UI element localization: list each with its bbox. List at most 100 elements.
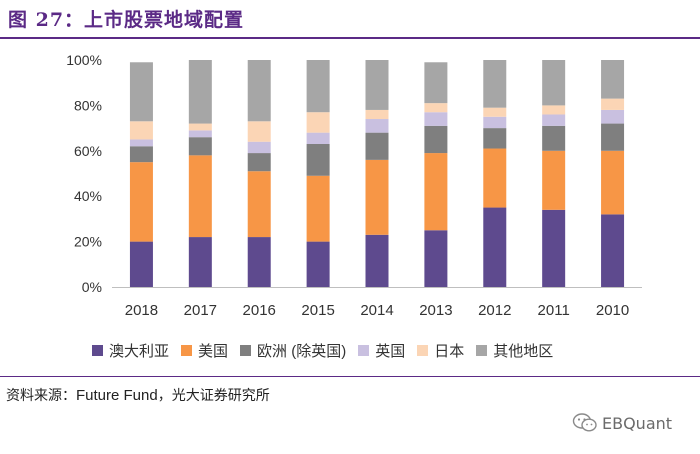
bar-segment-2011-s5 [542, 60, 566, 106]
bar-segment-2017-s0 [188, 237, 212, 287]
x-tick-label: 2017 [184, 302, 217, 319]
legend-item-s0: 澳大利亚 [92, 340, 169, 361]
bar-stack-2016 [247, 60, 271, 287]
legend-label: 美国 [198, 343, 229, 360]
legend-swatch [417, 345, 429, 356]
x-axis: 2018 2017 2016 2015 2014 2013 2012 2011 2010 [112, 287, 642, 319]
bar-segment-2018-s3 [129, 139, 153, 147]
y-tick-label: 0% [82, 279, 102, 295]
legend-swatch [476, 345, 488, 356]
bar-segment-2013-s3 [424, 112, 448, 126]
bar-stack-2018 [129, 62, 153, 287]
bar-segment-2012-s0 [483, 207, 507, 287]
source-label: 资料来源： [6, 388, 76, 404]
bar-segment-2018-s4 [129, 121, 153, 140]
bar-segment-2014-s0 [365, 234, 389, 287]
legend-item-s5: 其他地区 [476, 340, 553, 361]
legend-swatch [92, 345, 103, 356]
bar-segment-2018-s0 [129, 241, 153, 287]
bar-segment-2016-s1 [247, 171, 271, 238]
bar-segment-2016-s0 [247, 237, 271, 287]
figure-title: 图 27：上市股票地域配置 [8, 9, 245, 31]
bar-segment-2010-s5 [601, 60, 625, 99]
bar-segment-2014-s3 [365, 119, 389, 133]
bar-segment-2011-s1 [542, 150, 566, 210]
bar-segment-2010-s3 [601, 109, 625, 124]
bar-stack-2011 [542, 60, 566, 287]
legend-swatch [240, 345, 252, 356]
bar-segment-2016-s3 [247, 141, 271, 154]
watermark: EBQuant [572, 412, 672, 434]
y-tick-label: 80% [74, 97, 102, 113]
bar-stack-2012 [483, 60, 507, 287]
legend-item-s3: 英国 [358, 340, 405, 361]
bar-segment-2014-s2 [365, 132, 389, 160]
source-fund: Future Fund [76, 387, 158, 404]
legend-item-s1: 美国 [181, 340, 228, 361]
source-note: 资料来源：Future Fund，光大证券研究所 [6, 385, 270, 405]
x-tick-label: 2015 [301, 302, 334, 319]
bar-segment-2018-s1 [129, 162, 153, 242]
bar-segment-2013-s5 [424, 62, 448, 104]
bar-segment-2011-s0 [542, 209, 566, 287]
bar-segment-2011-s3 [542, 114, 566, 126]
bar-segment-2013-s0 [424, 230, 448, 287]
bar-segment-2018-s5 [129, 62, 153, 122]
bar-segment-2011-s4 [542, 105, 566, 115]
y-tick-label: 20% [74, 234, 102, 250]
bar-segment-2013-s1 [424, 153, 448, 231]
watermark-text: EBQuant [602, 413, 673, 433]
bar-stack-2017 [188, 60, 212, 287]
bar-segment-2018-s2 [129, 146, 153, 163]
bar-segment-2017-s3 [188, 130, 212, 138]
y-tick-label: 40% [74, 188, 102, 204]
bar-segment-2014-s5 [365, 60, 389, 110]
bar-stack-2013 [424, 62, 448, 287]
bar-segment-2013-s2 [424, 125, 448, 154]
x-tick-label: 2016 [243, 302, 276, 319]
legend-label: 澳大利亚 [109, 343, 170, 360]
y-axis: 0% 20% 40% 60% 80% 100% [66, 52, 102, 295]
bar-segment-2016-s4 [247, 121, 271, 142]
bar-segment-2012-s1 [483, 148, 507, 208]
bar-segment-2012-s3 [483, 116, 507, 129]
bar-segment-2015-s5 [306, 60, 330, 113]
bar-segment-2017-s1 [188, 155, 212, 238]
legend-item-s2: 欧洲 (除英国) [240, 340, 346, 361]
bar-segment-2013-s4 [424, 103, 448, 113]
x-tick-label: 2014 [360, 302, 393, 319]
legend-swatch [181, 345, 193, 356]
bar-segment-2014-s4 [365, 109, 389, 120]
bar-stack-2010 [601, 60, 625, 287]
bar-segment-2011-s2 [542, 125, 566, 151]
legend-item-s4: 日本 [417, 340, 464, 361]
bar-segment-2016-s2 [247, 153, 271, 172]
bar-area [129, 60, 625, 287]
bar-segment-2016-s5 [247, 60, 271, 122]
legend-label: 欧洲 (除英国) [257, 343, 347, 360]
bar-stack-2014 [365, 60, 389, 287]
bar-segment-2015-s2 [306, 143, 330, 176]
bar-segment-2015-s4 [306, 112, 330, 133]
bar-segment-2017-s2 [188, 137, 212, 156]
bar-segment-2015-s1 [306, 175, 330, 242]
stacked-bar-chart: 0%20%40%60%80%100% 2018 2017 2016 2015 2014 2… [66, 52, 642, 319]
bar-segment-2015-s3 [306, 132, 330, 144]
x-tick-label: 2011 [538, 302, 570, 319]
x-tick-label: 2013 [419, 302, 452, 319]
bar-segment-2017-s4 [188, 123, 212, 131]
bar-segment-2012-s5 [483, 60, 507, 108]
source-institute: 光大证券研究所 [171, 388, 270, 404]
legend-swatch [358, 345, 370, 356]
bar-segment-2012-s4 [483, 107, 507, 117]
bar-segment-2010-s0 [601, 214, 625, 287]
legend-label: 日本 [434, 343, 465, 360]
bar-segment-2014-s1 [365, 159, 389, 235]
bar-stack-2015 [306, 60, 330, 287]
title-divider [0, 37, 700, 39]
legend-label: 其他地区 [493, 343, 554, 360]
wechat-icon [572, 413, 597, 432]
x-tick-label: 2010 [596, 302, 629, 319]
bar-segment-2010-s4 [601, 98, 625, 110]
bar-segment-2012-s2 [483, 128, 507, 149]
